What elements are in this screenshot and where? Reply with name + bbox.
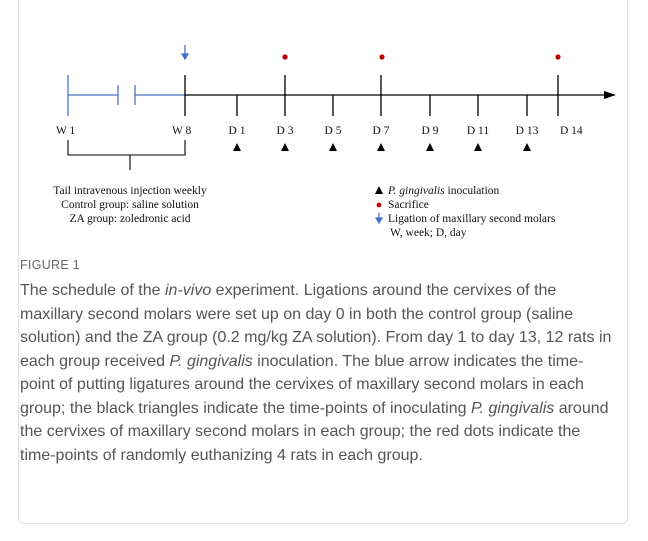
red-dots xyxy=(282,54,561,60)
blue-segments xyxy=(67,75,185,116)
legend-text: P. gingivalis inoculation xyxy=(387,185,500,197)
legend-segment: inoculation xyxy=(445,185,500,197)
legend-segment: W, week; D, day xyxy=(390,227,467,239)
black-axis xyxy=(184,75,608,116)
legend-segment: Ligation of maxillary second molars xyxy=(388,213,556,225)
note-line: Tail intravenous injection weekly xyxy=(53,185,207,197)
day-label: D 14 xyxy=(560,125,583,137)
legend-segment: Sacrifice xyxy=(388,199,429,211)
week-label: W 8 xyxy=(172,125,192,137)
caption-segment: P. gingivalis xyxy=(470,399,555,417)
triangles xyxy=(233,143,531,151)
caption-segment: The schedule of the xyxy=(20,282,165,299)
legend-text: W, week; D, day xyxy=(390,227,467,239)
day-label: D 9 xyxy=(422,125,439,137)
legend-segment: P. gingivalis xyxy=(387,185,445,197)
caption-segment: around the cervixes of maxillary second … xyxy=(20,399,609,464)
legend-triangle xyxy=(375,186,383,194)
day-label: D 3 xyxy=(277,125,294,137)
caption-segment: inoculation. The blue arrow indicates th… xyxy=(20,352,584,417)
day-label: D 7 xyxy=(373,125,390,137)
figure-caption: The schedule of the in-vivo experiment. … xyxy=(20,279,615,467)
legend-text: Sacrifice xyxy=(388,199,429,211)
note-line: Control group: saline solution xyxy=(61,199,199,211)
caption-segment: P. gingivalis xyxy=(169,352,253,370)
legend-text: Ligation of maxillary second molars xyxy=(388,213,556,225)
day-label: D 11 xyxy=(467,125,490,137)
blue-arrow xyxy=(180,45,190,61)
day-label: D 5 xyxy=(325,125,342,137)
day-label: D 1 xyxy=(229,125,246,137)
caption-segment: experiment. Ligations around the cervixe… xyxy=(20,282,612,370)
bracket xyxy=(67,140,186,170)
caption-segment: in-vivo xyxy=(164,282,212,299)
legend-dot xyxy=(376,202,382,208)
figure-frame xyxy=(18,0,628,524)
note-line: ZA group: zoledronic acid xyxy=(69,213,190,225)
timeline-diagram: W 1 W 8 D 1 D 3 D 5 D 7 D 9 D 11 D 13 D … xyxy=(53,45,616,239)
week-label: W 1 xyxy=(56,125,76,137)
arrow-head xyxy=(604,91,616,99)
day-label: D 13 xyxy=(516,125,539,137)
figure-label: FIGURE 1 xyxy=(20,258,81,272)
legend-arrow xyxy=(374,213,384,225)
